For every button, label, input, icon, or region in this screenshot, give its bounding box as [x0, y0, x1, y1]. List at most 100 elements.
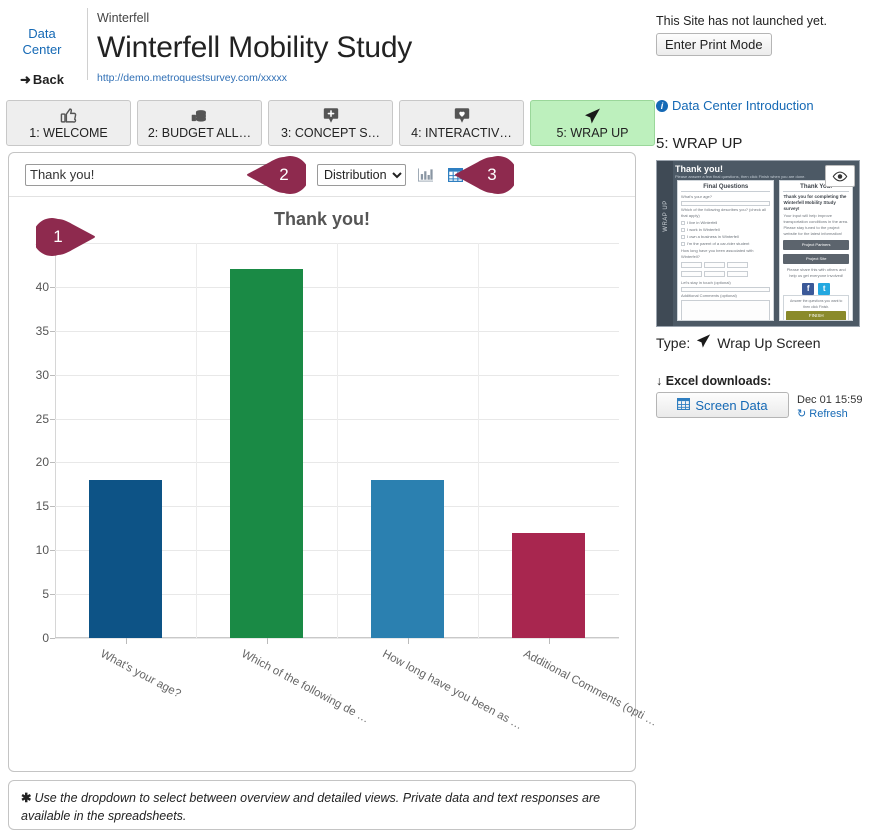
callout-number: 3 — [487, 165, 497, 184]
thumbnail-right-body: Your input will help improve transportat… — [783, 213, 849, 236]
thumbnail-chip — [681, 262, 702, 268]
twitter-icon: t — [818, 283, 831, 295]
thumbnail-chip — [727, 271, 749, 277]
vertical-grid-line — [196, 243, 197, 638]
chart-title: Thank you! — [273, 209, 370, 229]
callout-1: 1 — [36, 218, 100, 256]
thumbnail-q2-option: I work in Winterfell — [681, 227, 770, 233]
y-axis-tick-label: 40 — [35, 279, 49, 294]
site-name: Winterfell — [97, 11, 150, 25]
eye-icon[interactable] — [825, 165, 855, 187]
vertical-grid-line — [478, 243, 479, 638]
thumbnail-right-title: Thank You! — [783, 184, 849, 192]
back-label: Back — [32, 72, 64, 87]
screen-thumbnail-preview[interactable]: WRAP UP Thank you! Please answer a few f… — [656, 160, 860, 327]
thumbnail-right-lead: Thank you for completing the Winterfell … — [783, 194, 847, 211]
thumbnail-body: Final Questions What's your age? Which o… — [677, 180, 853, 321]
launch-status-note: This Site has not launched yet. — [656, 14, 827, 28]
grid-line — [55, 638, 619, 639]
y-axis-tick-label: 35 — [35, 323, 49, 338]
type-value: Wrap Up Screen — [717, 334, 821, 351]
x-axis-tick-label: Which of the following de … — [238, 648, 371, 726]
x-axis-tick-label: What's your age? — [97, 648, 183, 701]
type-label: Type: — [656, 334, 691, 351]
x-tick-mark — [125, 638, 127, 644]
callout-3: 3 — [450, 156, 514, 194]
info-icon: i — [656, 100, 668, 112]
checkbox-icon — [681, 228, 685, 232]
paper-plane-icon — [583, 107, 602, 125]
y-tick-mark — [50, 374, 55, 376]
site-url-link[interactable]: http://demo.metroquestsurvey.com/xxxxx — [97, 72, 288, 84]
bar-3[interactable] — [370, 480, 445, 638]
x-tick-mark — [407, 638, 409, 644]
map-pin-plus-icon — [323, 107, 339, 125]
checkbox-icon — [681, 235, 685, 239]
bar-4[interactable] — [511, 532, 586, 638]
thumbnail-thankyou-card: Thank You! Thank you for completing the … — [779, 180, 853, 321]
thumbnail-left-title: Final Questions — [681, 184, 771, 192]
checkbox-icon — [681, 242, 685, 246]
y-axis-tick-label: 25 — [35, 411, 49, 426]
x-axis-tick-label: Additional Comments (opti … — [520, 648, 659, 729]
footnote-text: Use the dropdown to select between overv… — [21, 791, 601, 823]
refresh-icon: ↻ — [797, 408, 807, 420]
tab-concept-selection[interactable]: 3: CONCEPT S… — [268, 100, 393, 146]
bar-chart-plot: 051015202530354045What's your age?Which … — [36, 236, 659, 732]
tab-welcome[interactable]: 1: WELCOME — [6, 100, 131, 146]
back-link[interactable]: ➜ Back — [0, 72, 84, 88]
tab-label: 5: WRAP UP — [556, 125, 629, 140]
download-row: Screen Data Dec 01 15:59 ↻ Refresh — [656, 392, 869, 421]
data-center-link-line1[interactable]: Data — [28, 26, 56, 41]
thumbs-up-icon — [60, 107, 77, 125]
tab-budget-allocation[interactable]: 2: BUDGET ALL… — [137, 100, 262, 146]
data-center-link-line2[interactable]: Center — [22, 42, 62, 57]
bar-chart-icon[interactable] — [414, 165, 436, 185]
enter-print-mode-button[interactable]: Enter Print Mode — [656, 33, 772, 56]
chart-area: Thank you! 051015202530354045What's your… — [9, 197, 659, 772]
bar-2[interactable] — [229, 269, 304, 638]
screen-title-input[interactable] — [25, 163, 289, 186]
y-tick-mark — [50, 330, 55, 332]
screen-type-row: Type: Wrap Up Screen — [656, 333, 869, 352]
thumbnail-header: Thank you! Please answer a few final que… — [675, 164, 806, 180]
thumbnail-email-field — [681, 287, 771, 292]
thumbnail-header-sub: Please answer a few final questions, the… — [675, 174, 806, 179]
thumbnail-q2-option-label: I own a business in Winterfell — [687, 234, 739, 239]
bar-1[interactable] — [88, 480, 163, 638]
thumbnail-chip — [681, 271, 702, 277]
paper-plane-icon — [695, 333, 712, 352]
thumbnail-questions-card: Final Questions What's your age? Which o… — [677, 180, 775, 321]
x-tick-mark — [548, 638, 550, 644]
map-pin-heart-icon — [454, 107, 470, 125]
refresh-link[interactable]: ↻ Refresh — [797, 407, 862, 421]
callout-number: 1 — [53, 227, 63, 246]
thumbnail-chip — [727, 262, 749, 268]
thumbnail-footer: Answer the questions you want to then cl… — [783, 295, 849, 320]
vertical-grid-line — [337, 243, 338, 638]
thumbnail-site-button: Project Site — [783, 254, 849, 264]
screen-data-download-button[interactable]: Screen Data — [656, 392, 789, 418]
thumbnail-header-title: Thank you! — [675, 164, 724, 174]
y-axis-tick-label: 10 — [35, 543, 49, 558]
view-mode-select[interactable]: Distribution — [317, 163, 406, 186]
data-center-introduction-link[interactable]: i Data Center Introduction — [656, 98, 869, 113]
thumbnail-q2-option: I own a business in Winterfell — [681, 234, 770, 240]
thumbnail-q3-chips — [681, 261, 770, 279]
chart-panel: Distribution — [8, 152, 659, 772]
page-header: Data Center ➜ Back Winterfell Winterfell … — [0, 0, 645, 92]
thumbnail-foot-note: Answer the questions you want to then cl… — [790, 299, 843, 309]
y-tick-mark — [50, 638, 55, 639]
tab-wrap-up[interactable]: 5: WRAP UP — [530, 100, 655, 146]
asterisk-icon: ✱ — [21, 791, 32, 805]
y-tick-mark — [50, 418, 55, 420]
tab-interactive-map[interactable]: 4: INTERACTIV… — [399, 100, 524, 146]
footnote: ✱ Use the dropdown to select between over… — [8, 780, 636, 830]
thumbnail-chip — [704, 262, 726, 268]
thumbnail-q3: How long have you been associated with W… — [681, 248, 754, 259]
x-tick-mark — [266, 638, 268, 644]
checkbox-icon — [681, 221, 685, 225]
thumbnail-q1-select — [681, 201, 771, 206]
coins-icon — [191, 107, 208, 125]
